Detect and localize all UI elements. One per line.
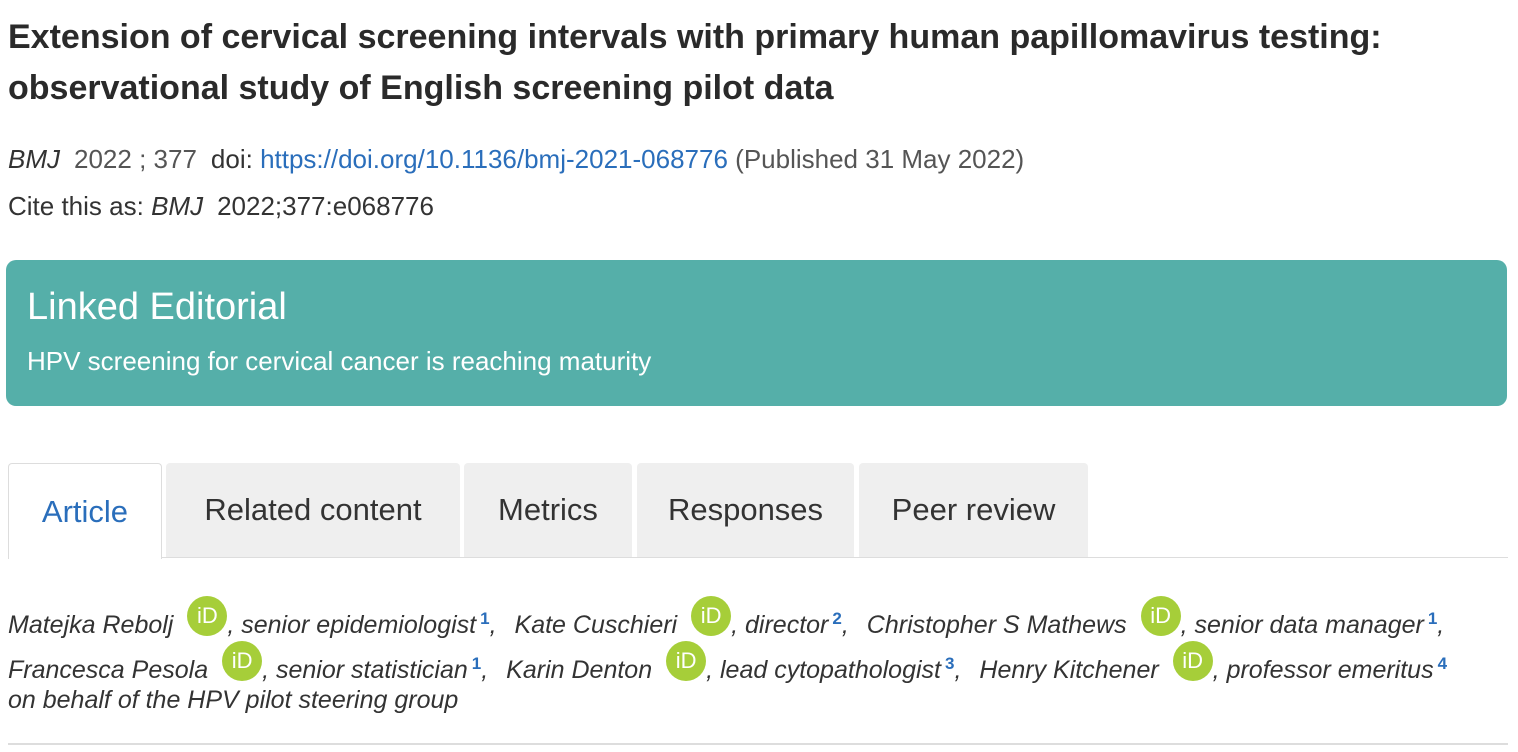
orcid-icon[interactable]: iD <box>691 596 732 636</box>
author: Henry Kitchener iD, professor emeritus 4 <box>979 641 1447 685</box>
tab[interactable]: Peer review <box>859 463 1088 557</box>
author-name[interactable]: Christopher S Mathews <box>866 611 1127 639</box>
cite-label: Cite this as: <box>8 191 144 221</box>
orcid-icon[interactable]: iD <box>1172 641 1213 681</box>
author-role: , lead cytopathologist <box>706 656 941 684</box>
cite-line: Cite this as: BMJ 2022;377:e068776 <box>8 191 434 222</box>
author-name[interactable]: Matejka Rebolj <box>8 611 174 639</box>
author-row: Matejka Rebolj iD, senior epidemiologist 1… <box>8 596 1462 640</box>
journal: BMJ <box>8 144 60 174</box>
author: Matejka Rebolj iD, senior epidemiologist 1… <box>8 596 497 640</box>
author: Christopher S Mathews iD, senior data man… <box>867 596 1444 640</box>
published: (Published 31 May 2022) <box>735 144 1025 174</box>
separator: , <box>481 656 489 684</box>
editorial-heading: Linked Editorial <box>27 286 287 328</box>
separator: , <box>489 611 497 639</box>
author-role: , senior data manager <box>1180 611 1424 639</box>
tab[interactable]: Metrics <box>464 463 632 557</box>
author-role: , senior statistician <box>262 656 468 684</box>
tabs: Article Related content Metrics Response… <box>8 463 1508 559</box>
orcid-icon[interactable]: iD <box>1140 596 1181 636</box>
author-role: , director <box>731 611 829 639</box>
affiliation[interactable]: 1 <box>480 608 490 628</box>
volume: ; 377 <box>139 144 197 174</box>
author-row: Francesca Pesola iD, senior statistician 1… <box>8 641 1465 685</box>
separator: , <box>1437 611 1445 639</box>
doi-label: doi: <box>210 144 253 174</box>
orcid-icon[interactable]: iD <box>666 641 707 681</box>
cite-ref: 2022;377:e068776 <box>217 191 434 221</box>
editorial-link[interactable]: HPV screening for cervical cancer is rea… <box>27 346 652 376</box>
orcid-icon[interactable]: iD <box>187 596 228 636</box>
citation-line: BMJ 2022 ; 377 doi: https://doi.org/10.113… <box>8 144 1024 175</box>
affiliation[interactable]: 4 <box>1437 653 1448 673</box>
doi-link[interactable]: https://doi.org/10.1136/bmj-2021-068776 <box>260 144 728 174</box>
affiliation[interactable]: 1 <box>471 653 482 673</box>
tab[interactable]: Article <box>8 463 162 559</box>
article-title: Extension of cervical screening interval… <box>8 18 1382 107</box>
author-role: , senior epidemiologist <box>227 611 477 639</box>
affiliation[interactable]: 3 <box>945 653 955 673</box>
year: 2022 <box>74 144 132 174</box>
author: Francesca Pesola iD, senior statistician 1… <box>8 641 488 685</box>
linked-editorial: Linked Editorial HPV screening for cervi… <box>6 260 1507 406</box>
tab-rule <box>161 557 1508 558</box>
author-role: , professor emeritus <box>1212 656 1434 684</box>
separator: , <box>841 611 849 639</box>
affiliation[interactable]: 1 <box>1427 608 1438 628</box>
author-name[interactable]: Henry Kitchener <box>979 656 1159 684</box>
author-name[interactable]: Karin Denton <box>506 656 653 684</box>
author-name[interactable]: Kate Cuschieri <box>514 611 678 639</box>
author: Kate Cuschieri iD, director 2, <box>515 596 849 640</box>
author: Karin Denton iD, lead cytopathologist 3, <box>506 641 961 685</box>
bottom-rule <box>8 743 1508 745</box>
on-behalf: on behalf of the HPV pilot steering grou… <box>8 686 459 714</box>
separator: , <box>954 656 962 684</box>
tab[interactable]: Responses <box>637 463 854 557</box>
cite-journal: BMJ <box>151 191 204 221</box>
affiliation[interactable]: 2 <box>832 608 842 628</box>
orcid-icon[interactable]: iD <box>222 641 263 681</box>
tab[interactable]: Related content <box>166 463 460 557</box>
author-name[interactable]: Francesca Pesola <box>8 656 209 684</box>
